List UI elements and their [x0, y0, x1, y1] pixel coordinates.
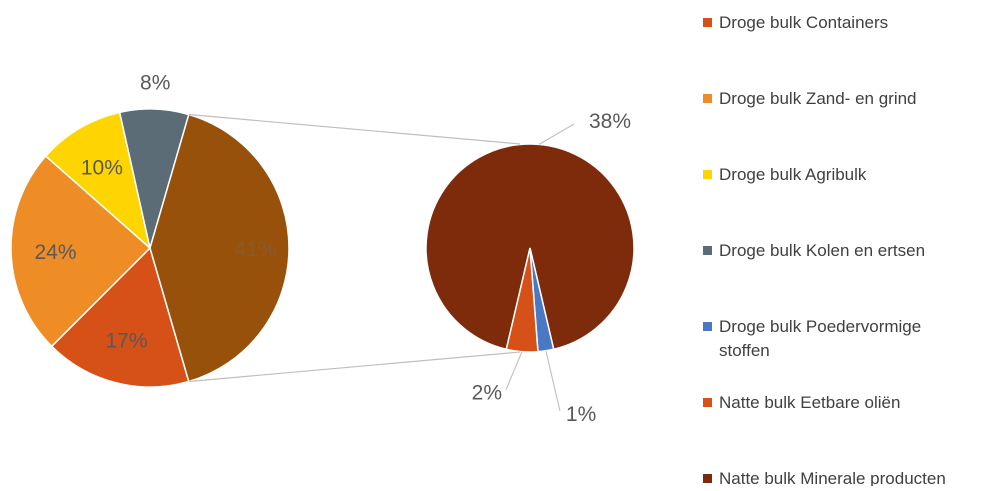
legend-label-5: Natte bulk Eetbare oliën	[719, 393, 900, 412]
legend-swatch-3	[703, 246, 712, 255]
connector-top	[188, 113, 521, 145]
legend-label-1: Droge bulk Zand- en grind	[719, 89, 917, 108]
main-slice-2	[44, 111, 152, 251]
main-slice-label-0: 17%	[105, 330, 147, 353]
main-slice-label-2: 10%	[81, 157, 123, 180]
main-slice-4	[149, 113, 290, 383]
connector-bottom	[188, 351, 521, 383]
legend-swatch-2	[703, 170, 712, 179]
secondary-leader-2	[505, 351, 523, 390]
secondary-slice-2	[505, 247, 539, 353]
main-pie: 17% 24% 10% 8% 41%	[10, 71, 290, 388]
legend-label-3: Droge bulk Kolen en ertsen	[719, 241, 925, 260]
main-slice-label-4: 41%	[235, 238, 277, 261]
secondary-slice-0	[425, 143, 635, 351]
secondary-slice-label-2: 2%	[472, 382, 502, 405]
legend: Droge bulk Containers Droge bulk Zand- en…	[703, 13, 946, 488]
legend-swatch-6	[703, 474, 712, 483]
secondary-slice-label-0: 38%	[589, 110, 631, 133]
legend-swatch-0	[703, 18, 712, 27]
secondary-slice-label-1: 1%	[566, 403, 596, 426]
main-slice-0	[50, 246, 190, 388]
secondary-leader-0	[538, 123, 575, 145]
legend-label-0: Droge bulk Containers	[719, 13, 888, 32]
main-slice-label-3: 8%	[140, 71, 170, 94]
legend-swatch-4	[703, 322, 712, 331]
main-slice-1	[10, 155, 152, 348]
legend-label-6: Natte bulk Minerale producten	[719, 469, 946, 486]
main-slice-label-1: 24%	[34, 241, 76, 264]
legend-label-4-line1: stoffen	[719, 341, 770, 360]
legend-swatch-5	[703, 398, 712, 407]
legend-swatch-1	[703, 94, 712, 103]
legend-label-2: Droge bulk Agribulk	[719, 165, 867, 184]
legend-label-4: Droge bulk Poedervormige	[719, 317, 921, 336]
secondary-leader-1	[545, 350, 561, 411]
secondary-pie: 38% 1% 2%	[425, 110, 635, 426]
